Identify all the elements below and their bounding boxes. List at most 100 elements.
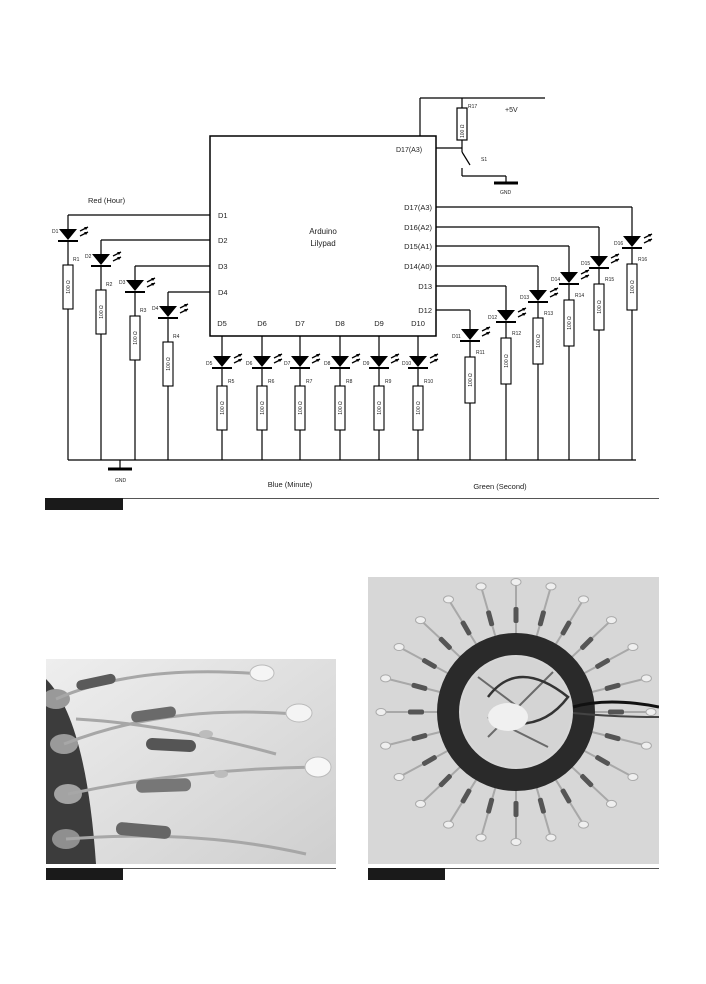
led-id-label: D7 bbox=[284, 361, 291, 367]
supply-label: +5V bbox=[505, 107, 518, 114]
led-symbol-icon bbox=[495, 307, 527, 323]
pin-d15a1: D15(A1) bbox=[404, 242, 432, 251]
led-id-label: D1 bbox=[52, 229, 59, 235]
pin-d6: D6 bbox=[257, 319, 267, 328]
resistor-value-label: 100 Ω bbox=[133, 331, 139, 345]
photo-led-closeup bbox=[46, 659, 336, 864]
circuit-schematic: Arduino Lilypad R17 100 Ω +5V D17(A3) S1… bbox=[52, 97, 653, 491]
led-symbol-icon bbox=[57, 226, 89, 242]
resistor-value-label: 100 Ω bbox=[260, 401, 266, 415]
resistor-id-label: R11 bbox=[476, 350, 485, 356]
resistor-symbol-icon: 100 Ω bbox=[593, 283, 605, 331]
resistor-value-label: 100 Ω bbox=[536, 334, 542, 348]
resistor-symbol-icon: 100 Ω bbox=[294, 385, 306, 431]
resistor-id-label: R14 bbox=[575, 293, 584, 299]
hour-group-label: Red (Hour) bbox=[88, 196, 126, 205]
led-symbol-icon bbox=[527, 287, 559, 303]
resistor-value-label: 100 Ω bbox=[377, 401, 383, 415]
figure3-caption-rule bbox=[445, 868, 659, 869]
resistor-symbol-icon: 100 Ω bbox=[464, 356, 476, 404]
resistor-symbol-icon: 100 Ω bbox=[532, 317, 544, 365]
figure3-caption-bar bbox=[368, 868, 445, 880]
led-id-label: D8 bbox=[324, 361, 331, 367]
resistor-id-label: R10 bbox=[424, 379, 433, 385]
led-id-label: D14 bbox=[551, 277, 560, 283]
figure1-caption-bar bbox=[45, 498, 123, 510]
resistor-id-label: R2 bbox=[106, 282, 113, 288]
resistor-id-label: R1 bbox=[73, 257, 80, 263]
pin-d16a2: D16(A2) bbox=[404, 223, 432, 232]
led-id-label: D16 bbox=[614, 241, 623, 247]
led-symbol-icon bbox=[90, 251, 122, 267]
pin-d17-a3-switch: D17(A3) bbox=[396, 147, 422, 154]
figure1-caption-rule bbox=[123, 498, 659, 499]
resistor-symbol-icon: 100 Ω bbox=[626, 263, 638, 311]
resistor-id-label: R6 bbox=[268, 379, 275, 385]
led-id-label: D10 bbox=[402, 361, 411, 367]
resistor-symbol-icon: 100 Ω bbox=[334, 385, 346, 431]
resistor-value-label: 100 Ω bbox=[338, 401, 344, 415]
resistor-symbol-icon: 100 Ω bbox=[162, 341, 174, 387]
resistor-value-label: 100 Ω bbox=[504, 354, 510, 368]
led-symbol-icon bbox=[407, 353, 439, 369]
led-symbol-icon bbox=[459, 326, 491, 342]
pin-d13: D13 bbox=[418, 282, 432, 291]
led-id-label: D9 bbox=[363, 361, 370, 367]
resistor-symbol-icon: 100 Ω bbox=[563, 299, 575, 347]
arduino-lilypad-box bbox=[209, 135, 437, 337]
pin-d2: D2 bbox=[218, 236, 228, 245]
led-symbol-icon bbox=[289, 353, 321, 369]
resistor-value-label: 100 Ω bbox=[597, 300, 603, 314]
resistor-symbol-icon: 100 Ω bbox=[373, 385, 385, 431]
second-group-label: Green (Second) bbox=[473, 482, 527, 491]
resistor-value-label: 100 Ω bbox=[220, 401, 226, 415]
resistor-id-label: R16 bbox=[638, 257, 647, 263]
led-id-label: D15 bbox=[581, 261, 590, 267]
pin-d9: D9 bbox=[374, 319, 384, 328]
mcu-name-line1: Arduino bbox=[309, 227, 337, 236]
r17-label: R17 bbox=[468, 104, 477, 110]
figure2-caption-rule bbox=[123, 868, 336, 869]
led-id-label: D2 bbox=[85, 254, 92, 260]
resistor-symbol-icon: 100 Ω bbox=[216, 385, 228, 431]
led-id-label: D12 bbox=[488, 315, 497, 321]
pin-d12: D12 bbox=[418, 306, 432, 315]
rail-ground-label: GND bbox=[115, 478, 127, 484]
resistor-symbol-icon: 100 Ω bbox=[256, 385, 268, 431]
pin-d4: D4 bbox=[218, 288, 228, 297]
led-symbol-icon bbox=[588, 253, 620, 269]
pin-d17a3: D17(A3) bbox=[404, 203, 432, 212]
led-symbol-icon bbox=[251, 353, 283, 369]
pin-d8: D8 bbox=[335, 319, 345, 328]
resistor-id-label: R4 bbox=[173, 334, 180, 340]
resistor-id-label: R15 bbox=[605, 277, 614, 283]
pin-d3: D3 bbox=[218, 262, 228, 271]
led-id-label: D6 bbox=[246, 361, 253, 367]
resistor-symbol-icon: 100 Ω bbox=[500, 337, 512, 385]
resistor-symbol-icon: 100 Ω bbox=[95, 289, 107, 335]
resistor-symbol-icon: 100 Ω bbox=[62, 264, 74, 310]
photo-led-ring bbox=[368, 577, 659, 864]
resistor-symbol-icon: 100 Ω bbox=[412, 385, 424, 431]
mcu-name-line2: Lilypad bbox=[310, 239, 335, 248]
resistor-value-label: 100 Ω bbox=[66, 280, 72, 294]
led-id-label: D4 bbox=[152, 306, 159, 312]
pin-d1: D1 bbox=[218, 211, 228, 220]
resistor-value-label: 100 Ω bbox=[298, 401, 304, 415]
resistor-value-label: 100 Ω bbox=[416, 401, 422, 415]
power-ground-label: GND bbox=[500, 190, 512, 196]
figure2-caption-bar bbox=[46, 868, 123, 880]
pin-d7: D7 bbox=[295, 319, 305, 328]
r17-value: 100 Ω bbox=[460, 124, 466, 138]
resistor-id-label: R7 bbox=[306, 379, 313, 385]
resistor-value-label: 100 Ω bbox=[166, 357, 172, 371]
switch-s1-label: S1 bbox=[481, 157, 487, 163]
led-id-label: D5 bbox=[206, 361, 213, 367]
led-symbol-icon bbox=[558, 269, 590, 285]
pin-d14a0: D14(A0) bbox=[404, 262, 432, 271]
pin-d10: D10 bbox=[411, 319, 425, 328]
led-symbol-icon bbox=[211, 353, 243, 369]
resistor-id-label: R12 bbox=[512, 331, 521, 337]
led-id-label: D3 bbox=[119, 280, 126, 286]
resistor-id-label: R9 bbox=[385, 379, 392, 385]
